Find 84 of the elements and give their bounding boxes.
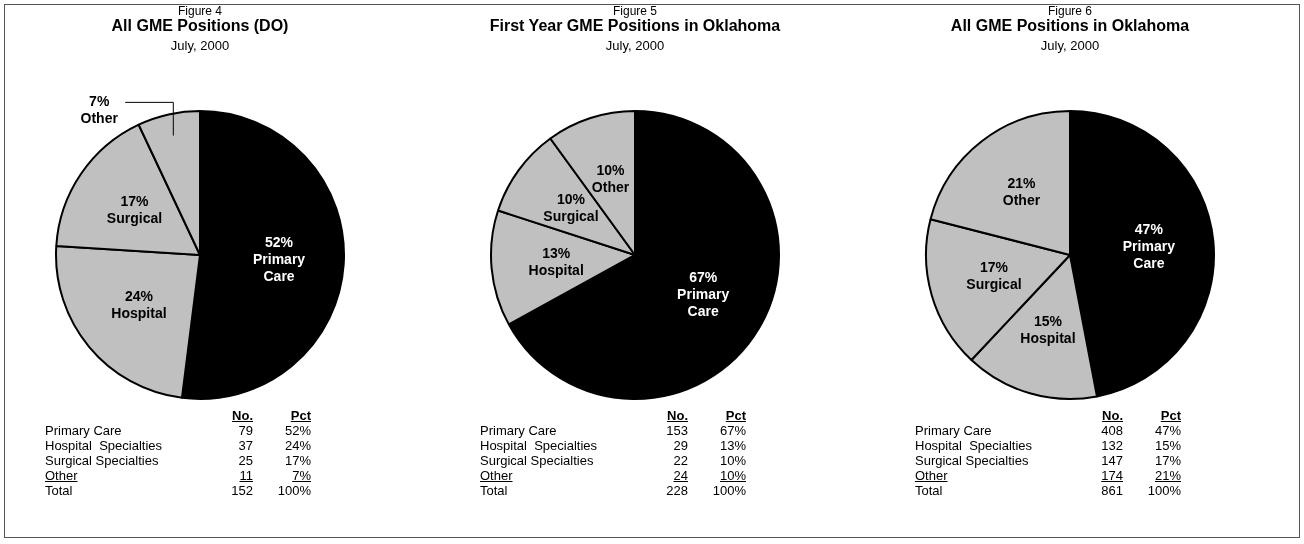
text: Other: [480, 468, 514, 483]
chart-subtitle: July, 2000: [169, 38, 231, 53]
data-label: 17%: [120, 192, 150, 209]
text: 11: [238, 468, 253, 483]
chart-title: First Year GME Positions in Oklahoma: [488, 17, 782, 35]
text: 22: [672, 453, 688, 468]
data-label: 10%: [556, 190, 586, 207]
text: Pct: [1159, 408, 1181, 423]
text: Primary Care: [45, 423, 123, 438]
slice-label: Other: [80, 110, 119, 127]
caption: Figure 6: [1047, 4, 1093, 18]
slice-label: Other: [591, 179, 630, 196]
data-label: 7%: [89, 93, 110, 110]
text: 10%: [719, 468, 746, 483]
slice-label: Hospital: [1020, 330, 1076, 347]
data-label: 67%: [689, 269, 718, 286]
text: 100%: [711, 483, 746, 498]
text: 21%: [1154, 468, 1181, 483]
text: 408: [1100, 423, 1123, 438]
text: 47%: [1154, 423, 1181, 438]
text: 861: [1100, 483, 1123, 498]
slice-label: Surgical: [966, 276, 1022, 293]
data-label: 10%: [596, 162, 626, 179]
text: Pct: [724, 408, 746, 423]
slice-label: Hospital: [111, 304, 167, 321]
text: 152: [230, 483, 253, 498]
text: 100%: [1146, 483, 1181, 498]
chart-title: All GME Positions (DO): [110, 17, 290, 35]
text: Other: [45, 468, 79, 483]
data-label: 17%: [979, 259, 1009, 276]
text: 24%: [284, 438, 311, 453]
slice-label: Other: [1002, 191, 1041, 208]
text: 24: [672, 468, 688, 483]
chart-title: All GME Positions in Oklahoma: [949, 17, 1191, 35]
data-label: 24%: [124, 287, 154, 304]
data-label: 47%: [1134, 221, 1164, 238]
text: Hospital Specialties: [480, 438, 599, 453]
text: 228: [665, 483, 688, 498]
text: 10%: [719, 453, 746, 468]
slice-label: Primary Care: [1122, 238, 1176, 272]
text: Hospital Specialties: [45, 438, 164, 453]
slice-label: Hospital: [528, 261, 584, 278]
data-label: 13%: [542, 244, 571, 261]
text: No.: [1101, 408, 1123, 423]
text: Surgical Specialties: [480, 453, 595, 468]
data-label: 52%: [265, 233, 294, 250]
text: 100%: [276, 483, 311, 498]
text: Total: [480, 483, 509, 498]
text: 29: [672, 438, 688, 453]
text: Primary Care: [915, 423, 993, 438]
text: 37: [237, 438, 253, 453]
chart-subtitle: July, 2000: [1039, 38, 1101, 53]
text: 52%: [284, 423, 311, 438]
text: Other: [915, 468, 949, 483]
text: Surgical Specialties: [915, 453, 1030, 468]
text: 132: [1100, 438, 1123, 453]
text: 174: [1100, 468, 1123, 483]
text: 147: [1100, 453, 1123, 468]
text: Total: [915, 483, 944, 498]
data-label: 15%: [1033, 313, 1063, 330]
slice-label: Primary Care: [677, 286, 730, 320]
text: Hospital Specialties: [915, 438, 1034, 453]
text: 153: [665, 423, 688, 438]
text: 17%: [284, 453, 311, 468]
text: Total: [45, 483, 74, 498]
text: 15%: [1154, 438, 1181, 453]
text: 13%: [719, 438, 746, 453]
text: Surgical Specialties: [45, 453, 160, 468]
text: 79: [237, 423, 253, 438]
caption: Figure 5: [612, 4, 658, 18]
text: 17%: [1154, 453, 1181, 468]
chart-subtitle: July, 2000: [604, 38, 666, 53]
data-label: 21%: [1007, 174, 1037, 191]
text: 7%: [292, 468, 311, 483]
text: No.: [231, 408, 253, 423]
text: 67%: [719, 423, 746, 438]
slice-label: Primary Care: [252, 250, 306, 284]
text: Pct: [289, 408, 311, 423]
text: No.: [666, 408, 688, 423]
slice-label: Surgical: [543, 207, 599, 224]
caption: Figure 4: [177, 4, 223, 18]
text: Primary Care: [480, 423, 558, 438]
slice-label: Surgical: [106, 209, 163, 226]
text: 25: [237, 453, 253, 468]
